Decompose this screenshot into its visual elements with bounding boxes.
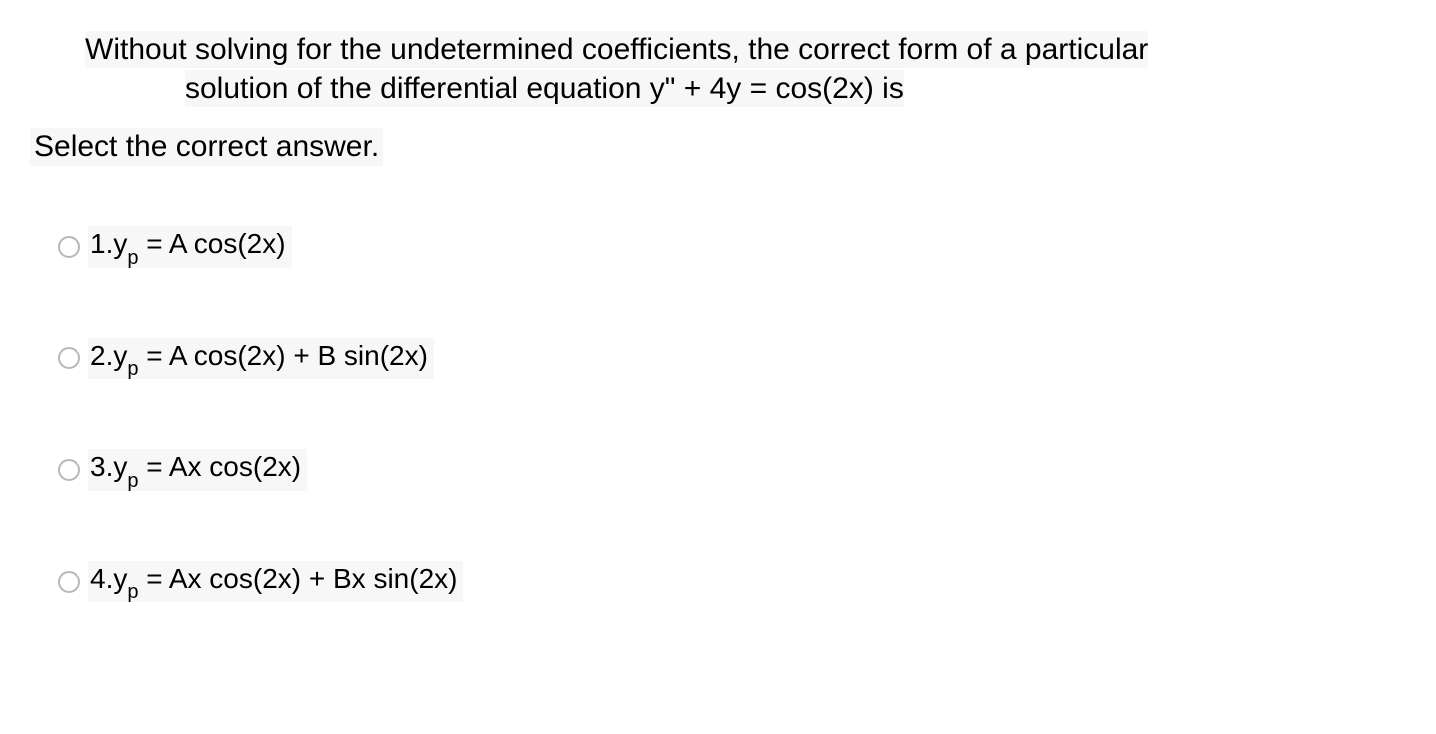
option-number: 3. [90, 451, 113, 482]
option-sub: p [127, 358, 138, 380]
option-2[interactable]: 2.yp = A cos(2x) + B sin(2x) [58, 338, 1406, 380]
option-expr: = A cos(2x) + B sin(2x) [138, 340, 427, 371]
option-1-label: 1.yp = A cos(2x) [88, 226, 292, 268]
option-sub: p [127, 470, 138, 492]
question-line-2: solution of the differential equation y"… [185, 70, 904, 107]
option-number: 2. [90, 340, 113, 371]
question-line-1: Without solving for the undetermined coe… [85, 31, 1148, 68]
instruction-text: Select the correct answer. [30, 128, 383, 166]
radio-icon[interactable] [58, 459, 80, 481]
option-3-label: 3.yp = Ax cos(2x) [88, 449, 307, 491]
option-expr: = Ax cos(2x) + Bx sin(2x) [138, 563, 457, 594]
option-number: 1. [90, 228, 113, 259]
option-2-label: 2.yp = A cos(2x) + B sin(2x) [88, 338, 434, 380]
option-expr: = A cos(2x) [138, 228, 285, 259]
option-4[interactable]: 4.yp = Ax cos(2x) + Bx sin(2x) [58, 561, 1406, 603]
option-number: 4. [90, 563, 113, 594]
option-var: y [113, 340, 127, 371]
option-var: y [113, 563, 127, 594]
option-expr: = Ax cos(2x) [138, 451, 301, 482]
option-sub: p [127, 247, 138, 269]
question-block: Without solving for the undetermined coe… [85, 30, 1406, 108]
option-var: y [113, 228, 127, 259]
radio-icon[interactable] [58, 571, 80, 593]
question-text: Without solving for the undetermined coe… [85, 30, 1406, 108]
option-3[interactable]: 3.yp = Ax cos(2x) [58, 449, 1406, 491]
option-4-label: 4.yp = Ax cos(2x) + Bx sin(2x) [88, 561, 463, 603]
radio-icon[interactable] [58, 347, 80, 369]
option-var: y [113, 451, 127, 482]
option-sub: p [127, 581, 138, 603]
option-1[interactable]: 1.yp = A cos(2x) [58, 226, 1406, 268]
instruction-wrapper: Select the correct answer. [30, 128, 1406, 226]
radio-icon[interactable] [58, 236, 80, 258]
options-list: 1.yp = A cos(2x) 2.yp = A cos(2x) + B si… [58, 226, 1406, 602]
